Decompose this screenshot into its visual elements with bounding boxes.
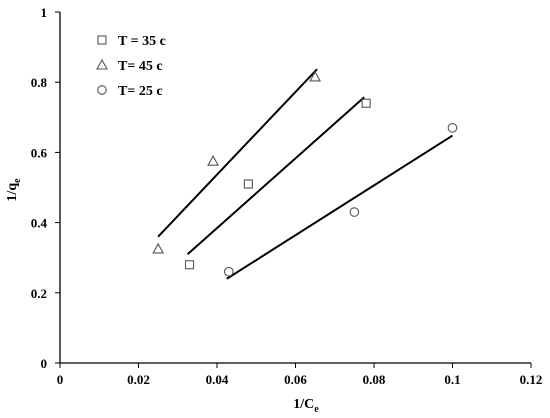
- x-tick-label: 0: [57, 372, 64, 387]
- legend-marker-square: [97, 35, 107, 45]
- y-tick-label: 0.2: [31, 286, 47, 301]
- x-axis-title-subscript: e: [314, 404, 319, 415]
- x-tick-label: 0.1: [444, 372, 460, 387]
- legend: T = 35 c T= 45 c T= 25 c: [96, 34, 166, 99]
- x-tick-label: 0.06: [284, 372, 307, 387]
- trendline-circle: [226, 134, 454, 280]
- y-tick-label: 0.6: [31, 145, 48, 160]
- data-markers: [152, 70, 458, 277]
- data-point-circle: [223, 266, 234, 277]
- data-point-square: [243, 179, 253, 189]
- y-tick-label: 0: [41, 356, 48, 371]
- y-tick-label: 0.4: [31, 216, 48, 231]
- legend-label-circle: T= 25 c: [118, 84, 163, 99]
- x-tick-label: 0.02: [127, 372, 150, 387]
- x-axis-title-main: 1/C: [293, 397, 314, 412]
- legend-marker-circle: [97, 85, 107, 95]
- y-tick-label: 1: [41, 5, 48, 20]
- y-axis-title: 1/qe: [5, 178, 23, 202]
- x-tick-labels: 0 0.02 0.04 0.06 0.08 0.1 0.12: [57, 372, 543, 387]
- x-tick-label: 0.04: [206, 372, 229, 387]
- axes: [55, 11, 532, 368]
- y-axis-title-main: 1/q: [5, 183, 20, 202]
- data-point-square: [184, 260, 195, 270]
- legend-label-triangle: T= 45 c: [118, 59, 163, 74]
- data-point-circle: [349, 207, 360, 217]
- data-point-circle: [447, 122, 458, 133]
- legend-label-square: T = 35 c: [118, 34, 166, 49]
- data-point-triangle: [207, 155, 220, 166]
- trendlines: [157, 68, 454, 280]
- y-tick-label: 0.8: [31, 75, 48, 90]
- y-tick-labels: 0 0.2 0.4 0.6 0.8 1: [31, 5, 48, 371]
- x-tick-label: 0.08: [363, 372, 386, 387]
- data-point-square: [361, 98, 371, 108]
- y-axis-title-subscript: e: [12, 178, 23, 183]
- data-point-triangle: [309, 70, 322, 82]
- x-axis-title: 1/Ce: [293, 397, 319, 415]
- x-tick-label: 0.12: [520, 372, 543, 387]
- legend-marker-triangle: [96, 58, 108, 70]
- trendline-square: [186, 96, 365, 255]
- data-point-triangle: [152, 242, 165, 254]
- trendline-triangle: [157, 68, 318, 238]
